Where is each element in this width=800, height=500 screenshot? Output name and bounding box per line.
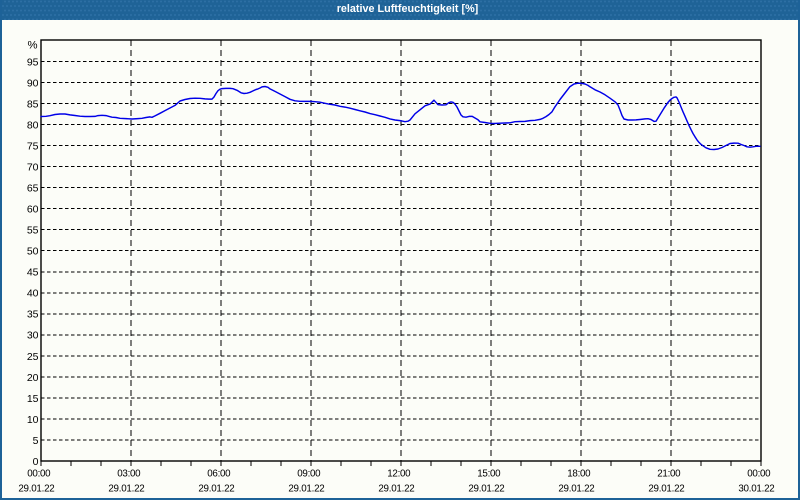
svg-text:5: 5 xyxy=(33,435,39,447)
svg-text:15: 15 xyxy=(27,393,39,405)
svg-text:29.01.22: 29.01.22 xyxy=(378,484,414,495)
svg-text:09:00: 09:00 xyxy=(297,469,321,480)
svg-text:45: 45 xyxy=(27,267,39,279)
svg-text:80: 80 xyxy=(27,119,39,131)
svg-text:15:00: 15:00 xyxy=(477,469,501,480)
svg-text:30: 30 xyxy=(27,330,39,342)
svg-text:29.01.22: 29.01.22 xyxy=(288,484,324,495)
svg-text:21:00: 21:00 xyxy=(657,469,681,480)
svg-text:30.01.22: 30.01.22 xyxy=(738,484,774,495)
svg-text:29.01.22: 29.01.22 xyxy=(18,484,54,495)
svg-text:65: 65 xyxy=(27,183,39,195)
svg-text:20: 20 xyxy=(27,372,39,384)
svg-text:12:00: 12:00 xyxy=(387,469,411,480)
svg-text:95: 95 xyxy=(27,56,39,68)
svg-text:60: 60 xyxy=(27,204,39,216)
svg-text:50: 50 xyxy=(27,246,39,258)
svg-text:90: 90 xyxy=(27,77,39,89)
svg-text:03:00: 03:00 xyxy=(117,469,141,480)
svg-text:40: 40 xyxy=(27,288,39,300)
svg-text:29.01.22: 29.01.22 xyxy=(558,484,594,495)
svg-text:29.01.22: 29.01.22 xyxy=(648,484,684,495)
svg-text:10: 10 xyxy=(27,414,39,426)
svg-text:29.01.22: 29.01.22 xyxy=(468,484,504,495)
svg-text:00:00: 00:00 xyxy=(27,469,51,480)
svg-text:18:00: 18:00 xyxy=(567,469,591,480)
svg-text:0: 0 xyxy=(33,456,39,468)
svg-text:75: 75 xyxy=(27,141,39,153)
svg-text:%: % xyxy=(27,39,37,51)
svg-text:06:00: 06:00 xyxy=(207,469,231,480)
svg-text:85: 85 xyxy=(27,98,39,110)
svg-text:25: 25 xyxy=(27,351,39,363)
svg-text:35: 35 xyxy=(27,309,39,321)
svg-text:70: 70 xyxy=(27,162,39,174)
svg-text:00:00: 00:00 xyxy=(747,469,771,480)
svg-text:55: 55 xyxy=(27,225,39,237)
svg-text:29.01.22: 29.01.22 xyxy=(108,484,144,495)
svg-text:29.01.22: 29.01.22 xyxy=(198,484,234,495)
svg-text:relative Luftfeuchtigkeit [%]: relative Luftfeuchtigkeit [%] xyxy=(337,3,479,15)
